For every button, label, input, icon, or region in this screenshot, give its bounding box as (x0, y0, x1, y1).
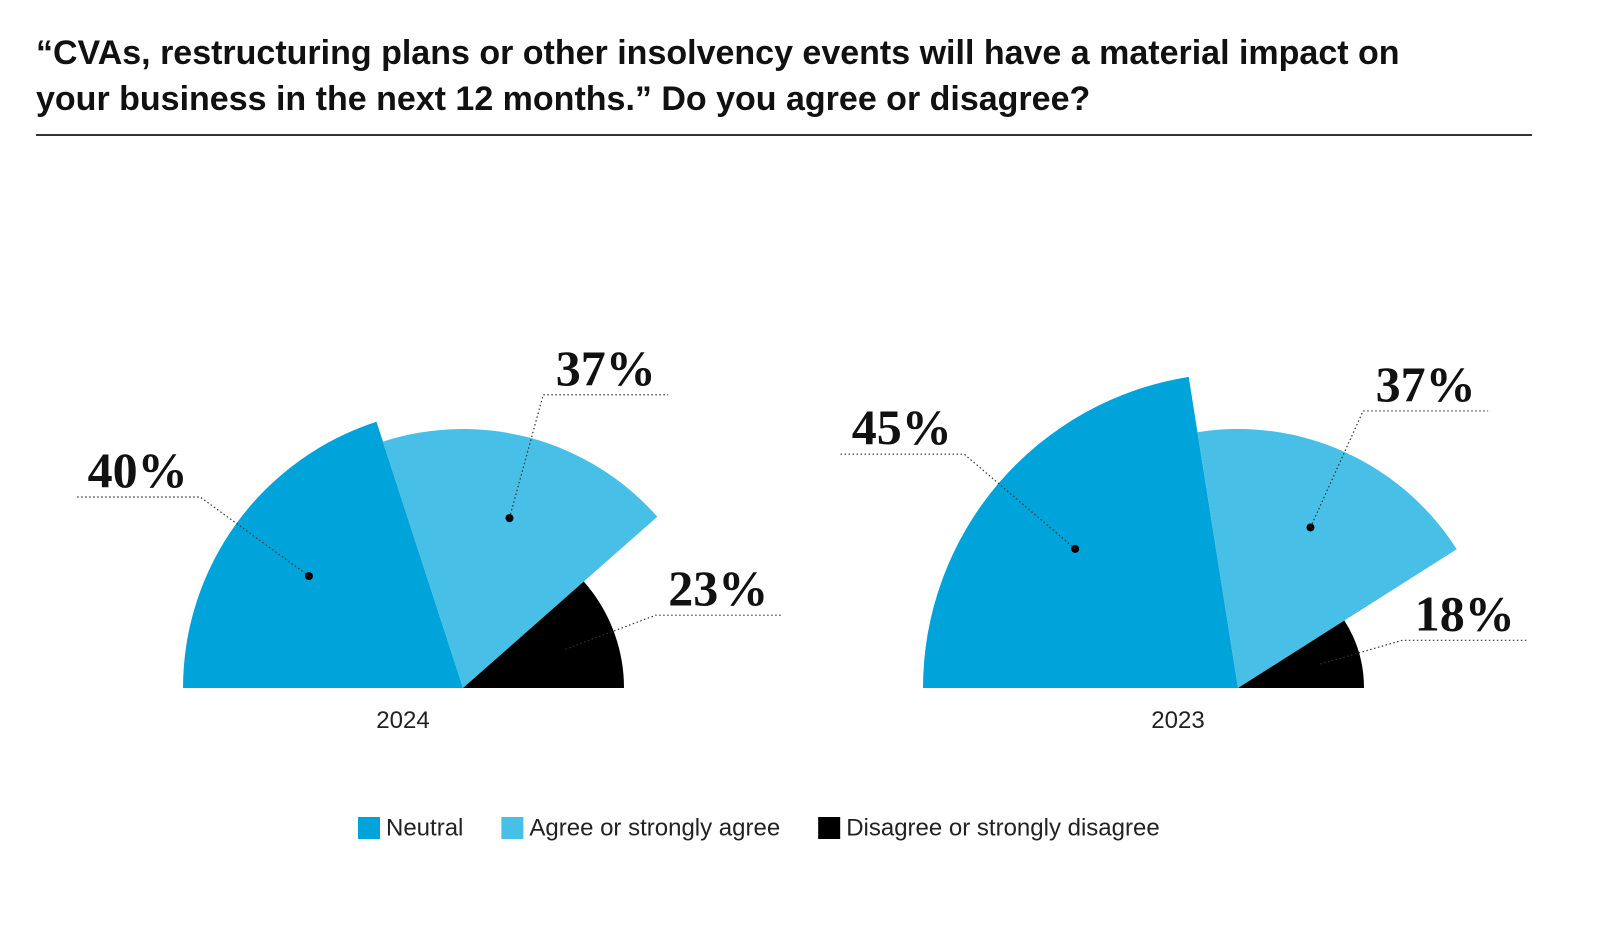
pie-segment (183, 421, 463, 688)
value-label: 37% (556, 340, 656, 396)
value-label: 23% (668, 560, 768, 616)
title: “CVAs, restructuring plans or other inso… (36, 34, 1400, 118)
legend-label: Neutral (386, 814, 463, 841)
year-label: 2024 (376, 707, 429, 734)
leader-line (75, 496, 310, 577)
value-label: 18% (1415, 585, 1515, 641)
leader-line (839, 453, 1076, 550)
pie-segment (1197, 429, 1457, 688)
pie-segment (923, 376, 1238, 688)
year-label: 2023 (1151, 707, 1204, 734)
pie-segment (1238, 620, 1364, 688)
legend-swatch (501, 817, 524, 839)
pie-segment (463, 581, 624, 688)
leader-line (565, 614, 781, 650)
legend-swatch (358, 817, 380, 839)
pie-segment (382, 429, 658, 688)
legend-label: Agree or strongly agree (529, 814, 780, 841)
leader-line (1320, 639, 1528, 665)
value-label: 37% (1376, 356, 1476, 412)
value-label: 45% (852, 399, 952, 455)
legend-label: Disagree or strongly disagree (846, 814, 1160, 841)
title-rule (36, 134, 1532, 136)
value-label: 40% (88, 442, 188, 498)
legend-swatch (818, 817, 841, 839)
